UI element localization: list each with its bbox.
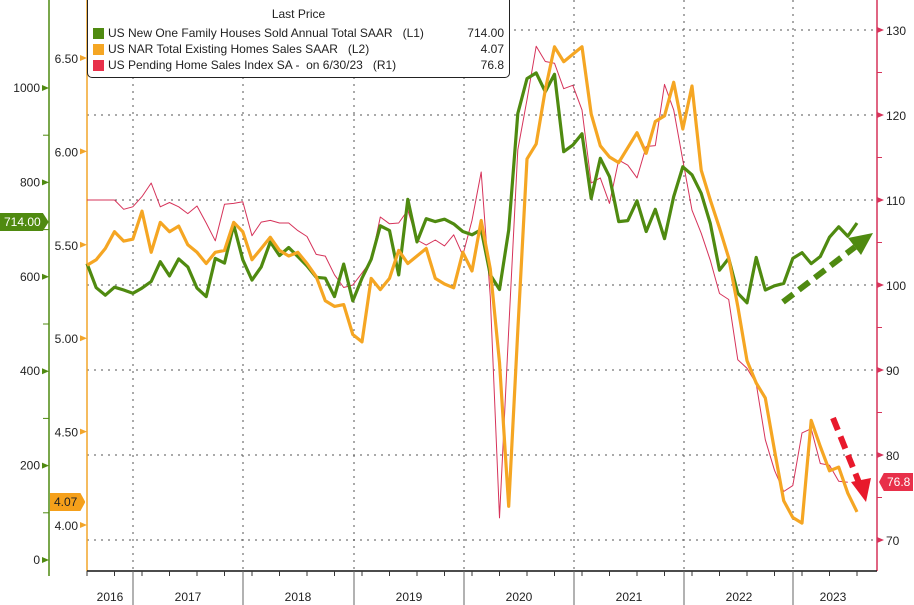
tick-label-l1: 400 — [20, 364, 40, 378]
tick-label-l2: 4.00 — [55, 519, 79, 533]
tick-label-l2: 5.50 — [55, 239, 79, 253]
tick-r1 — [877, 282, 884, 288]
tick-l1 — [42, 85, 49, 91]
legend-label: US Pending Home Sales Index SA - on 6/30… — [108, 58, 363, 72]
last-price-badge-l2: 4.07 — [50, 493, 86, 511]
legend-swatch-green — [93, 27, 104, 39]
tick-label-r1: 70 — [886, 534, 900, 548]
legend-axis-tag: (R1) — [372, 58, 397, 72]
legend-title: Last Price — [271, 7, 326, 21]
series-line-r1 — [87, 45, 848, 519]
tick-label-r1: 120 — [886, 109, 906, 123]
legend: Last Price US New One Family Houses Sold… — [87, 0, 510, 78]
last-price-badge-r1: 76.8 — [879, 473, 914, 491]
legend-last-price: 4.07 — [480, 42, 504, 56]
tick-label-r1: 130 — [886, 24, 906, 38]
tick-label-l1: 200 — [20, 459, 40, 473]
tick-r1 — [877, 27, 884, 33]
tick-l1 — [42, 557, 49, 563]
last-price-badge-l1: 714.00 — [0, 213, 49, 231]
x-tick-label: 2022 — [726, 590, 753, 604]
legend-label: US New One Family Houses Sold Annual Tot… — [108, 26, 393, 40]
tick-l2 — [80, 522, 87, 528]
gridlines — [87, 0, 877, 571]
tick-l1 — [42, 368, 49, 375]
tick-label-l1: 0 — [33, 553, 40, 567]
tick-l2 — [80, 55, 87, 61]
tick-r1 — [877, 452, 884, 458]
tick-label-l2: 4.50 — [55, 426, 79, 440]
series-line-l2 — [86, 45, 859, 525]
tick-label-l1: 800 — [20, 175, 40, 189]
tick-label-r1: 90 — [886, 364, 900, 378]
x-tick-label: 2019 — [396, 590, 423, 604]
legend-last-price: 714.00 — [467, 26, 504, 40]
tick-r1 — [877, 197, 884, 203]
series-lines — [85, 45, 859, 525]
trend-arrow-down-shaft — [830, 416, 863, 487]
tick-label-l2: 6.50 — [55, 52, 79, 66]
legend-item-new-home-sales: US New One Family Houses Sold Annual Tot… — [93, 25, 504, 41]
x-tick-label: 2023 — [820, 590, 847, 604]
tick-label-r1: 100 — [886, 279, 906, 293]
legend-label: US NAR Total Existing Homes Sales SAAR — [108, 42, 338, 56]
legend-axis-tag: (L2) — [347, 42, 370, 56]
x-tick-label: 2021 — [616, 590, 643, 604]
trend-arrows — [781, 233, 873, 502]
legend-axis-tag: (L1) — [402, 26, 424, 40]
axes: 0 200 400 600 800 1000 4.00 4.50 5.00 5.50 6.00 6.5… — [13, 0, 906, 605]
x-tick-label: 2016 — [97, 590, 124, 604]
x-tick-label: 2020 — [506, 590, 533, 604]
tick-label-l2: 6.00 — [55, 145, 79, 159]
tick-label-r1: 80 — [886, 449, 900, 463]
legend-item-existing-home-sales: US NAR Total Existing Homes Sales SAAR (… — [93, 41, 504, 57]
x-tick-label: 2017 — [175, 590, 202, 604]
legend-item-pending-home-sales: US Pending Home Sales Index SA - on 6/30… — [93, 57, 504, 73]
trend-arrow-down-head-icon — [851, 478, 871, 502]
tick-l2 — [80, 335, 87, 342]
legend-last-price: 76.8 — [480, 58, 504, 72]
tick-l2 — [80, 428, 87, 435]
x-tick-label: 2018 — [285, 590, 312, 604]
legend-swatch-red — [93, 59, 104, 71]
tick-r1 — [877, 112, 884, 118]
tick-l2 — [80, 241, 87, 248]
tick-l1 — [42, 179, 49, 186]
tick-l2 — [80, 148, 87, 155]
tick-l1 — [42, 273, 49, 280]
trend-arrow-up-head-icon — [848, 233, 873, 255]
tick-r1 — [877, 367, 884, 373]
legend-swatch-orange — [93, 43, 104, 55]
trend-arrow-up-shaft — [781, 244, 857, 305]
tick-r1 — [877, 537, 884, 543]
tick-l1 — [42, 462, 49, 469]
tick-label-l2: 5.00 — [55, 332, 79, 346]
tick-label-l1: 1000 — [13, 81, 40, 95]
tick-label-l1: 600 — [20, 270, 40, 284]
tick-label-r1: 110 — [886, 194, 905, 208]
